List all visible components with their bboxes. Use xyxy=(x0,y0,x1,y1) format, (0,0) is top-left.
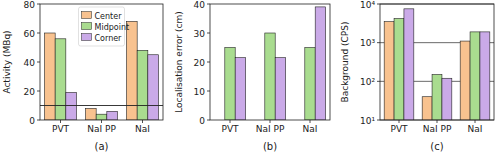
bar xyxy=(45,33,56,120)
legend: Center Midpoint Corner xyxy=(79,7,130,46)
category-label: PVT xyxy=(221,124,239,134)
bar xyxy=(107,111,118,120)
panel: 0 20 40 60 80 PVT NaI PP NaI Activity (MBq) (a) Ce… xyxy=(2,0,163,152)
x-tick xyxy=(437,120,438,123)
bar xyxy=(235,58,245,120)
bar xyxy=(432,75,442,120)
category-label: NaI xyxy=(303,124,318,134)
bar xyxy=(148,55,159,120)
panel-title: (a) xyxy=(95,141,109,152)
panel-title: (c) xyxy=(430,141,443,152)
marks xyxy=(384,9,490,120)
panel: 10¹ 10² 10³ 10⁴ PVT NaI PP NaI Background (CPS)… xyxy=(340,0,494,152)
x-tick xyxy=(310,120,311,123)
bar xyxy=(404,9,414,120)
tick xyxy=(377,120,380,121)
tick-label: 10 xyxy=(194,87,206,97)
legend-swatch xyxy=(82,23,92,30)
tick xyxy=(37,33,40,34)
tick xyxy=(207,91,210,92)
tick-label: 20 xyxy=(24,87,36,97)
frame xyxy=(40,4,163,120)
frame xyxy=(380,4,494,120)
tick-label: 40 xyxy=(24,58,36,68)
legend-label: Midpoint xyxy=(95,23,130,32)
tick-label: 10³ xyxy=(360,38,375,48)
category-label: NaI PP xyxy=(87,124,116,134)
bar xyxy=(315,7,325,120)
tick xyxy=(37,62,40,63)
tick xyxy=(207,4,210,5)
axis-label: Localisation error (cm) xyxy=(174,11,184,113)
bar xyxy=(137,50,148,120)
tick-label: 10² xyxy=(360,77,375,87)
tick xyxy=(207,120,210,121)
x-tick xyxy=(230,120,231,123)
tick xyxy=(207,62,210,63)
x-tick xyxy=(60,120,61,123)
tick-label: 30 xyxy=(194,29,206,39)
tick-label: 60 xyxy=(24,29,36,39)
category-label: NaI PP xyxy=(423,124,452,134)
bar xyxy=(470,32,480,120)
tick-label: 80 xyxy=(24,0,36,10)
bar xyxy=(442,78,452,120)
x-tick xyxy=(270,120,271,123)
bar xyxy=(460,41,470,120)
tick-label: 10¹ xyxy=(360,116,375,126)
legend-label: Center xyxy=(95,12,123,21)
marks xyxy=(40,21,163,120)
bar xyxy=(384,22,394,120)
bar xyxy=(275,58,285,120)
category-label: NaI PP xyxy=(256,124,285,134)
x-tick xyxy=(475,120,476,123)
tick xyxy=(377,81,380,82)
marks xyxy=(225,7,326,120)
threshold-line xyxy=(40,105,163,106)
bar xyxy=(265,33,275,120)
tick-label: 0 xyxy=(29,116,35,126)
tick xyxy=(377,4,380,5)
bar xyxy=(422,97,432,120)
x-tick xyxy=(399,120,400,123)
tick-label: 40 xyxy=(194,0,206,10)
tick xyxy=(37,4,40,5)
bar xyxy=(480,32,490,120)
x-tick xyxy=(142,120,143,123)
tick-label: 10⁴ xyxy=(360,0,375,10)
figure: 0 20 40 60 80 PVT NaI PP NaI Activity (MBq) (a) Ce… xyxy=(0,0,500,155)
tick xyxy=(207,33,210,34)
axis-label: Background (CPS) xyxy=(340,22,350,103)
tick xyxy=(37,120,40,121)
frame xyxy=(210,4,330,120)
category-label: PVT xyxy=(390,124,408,134)
legend-swatch xyxy=(82,34,92,41)
panel: 0 10 20 30 40 PVT NaI PP NaI Localisation error … xyxy=(174,0,330,152)
bar xyxy=(96,114,107,120)
bar xyxy=(86,108,97,120)
bar xyxy=(66,92,77,120)
category-label: PVT xyxy=(52,124,70,134)
axis-label: Activity (MBq) xyxy=(2,30,12,93)
bar xyxy=(394,19,404,120)
panel-title: (b) xyxy=(263,141,277,152)
bar xyxy=(305,48,315,121)
tick xyxy=(37,91,40,92)
tick xyxy=(377,42,380,43)
legend-label: Corner xyxy=(95,34,123,43)
tick-label: 0 xyxy=(199,116,205,126)
tick-label: 20 xyxy=(194,58,206,68)
bar xyxy=(55,39,66,120)
category-label: NaI xyxy=(135,124,150,134)
legend-swatch xyxy=(82,12,92,19)
x-tick xyxy=(101,120,102,123)
bar xyxy=(225,48,235,121)
category-label: NaI xyxy=(468,124,483,134)
